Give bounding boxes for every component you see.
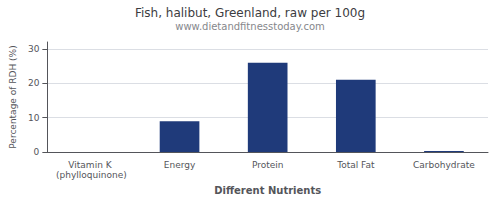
svg-text:Protein: Protein (252, 160, 284, 170)
svg-text:Carbohydrate: Carbohydrate (413, 160, 475, 170)
svg-text:10: 10 (28, 113, 40, 123)
svg-text:Energy: Energy (164, 160, 196, 170)
svg-text:Fish, halibut, Greenland, raw: Fish, halibut, Greenland, raw per 100g (135, 6, 365, 20)
svg-text:Percentage of RDH (%): Percentage of RDH (%) (8, 45, 18, 148)
svg-text:20: 20 (28, 78, 40, 88)
svg-text:(phylloquinone): (phylloquinone) (56, 170, 127, 180)
svg-text:0: 0 (34, 147, 40, 157)
svg-text:Total Fat: Total Fat (336, 160, 375, 170)
svg-text:Vitamin K: Vitamin K (68, 160, 114, 170)
svg-text:30: 30 (28, 44, 40, 54)
svg-text:www.dietandfitnesstoday.com: www.dietandfitnesstoday.com (175, 21, 324, 32)
svg-text:Different Nutrients: Different Nutrients (214, 185, 321, 196)
